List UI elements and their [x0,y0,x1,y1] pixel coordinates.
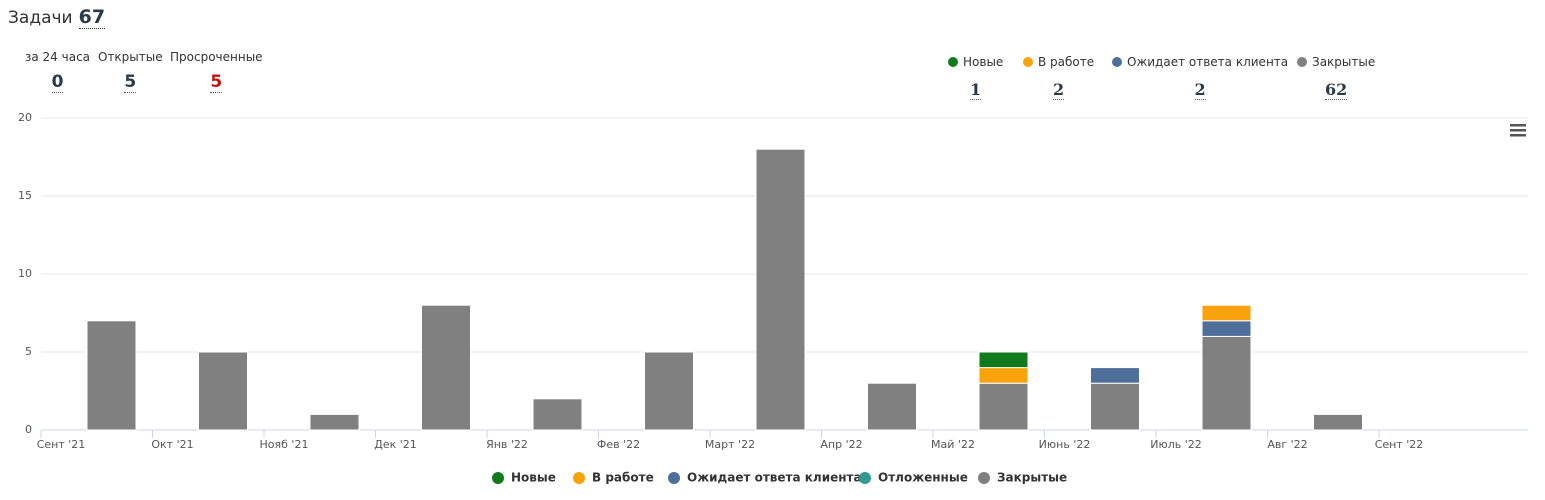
legend-marker [859,472,871,484]
x-tick-label: Фев '22 [597,438,640,451]
x-tick-label: Апр '22 [820,438,862,451]
bar-segment [1090,367,1140,384]
bar-segment [421,304,471,431]
header-total[interactable]: 67 [78,6,106,29]
menu-icon[interactable] [1510,124,1526,137]
bar-segment [978,382,1029,431]
bar-segment [978,351,1029,369]
stat-value[interactable]: 5 [210,72,223,93]
header-title: Задачи [8,8,73,28]
status-value[interactable]: 2 [1053,80,1065,100]
y-tick-label: 15 [18,189,32,202]
status-item: Ожидает ответа клиента 2 [1112,55,1289,100]
status-dot [948,57,958,67]
stat-label: Просроченные [170,50,263,64]
stat: Просроченные 5 [170,50,263,93]
bar-segment [309,413,360,431]
status-label: Закрытые [1312,55,1376,69]
status-dot [1023,57,1033,67]
legend-label: В работе [592,471,654,485]
legend-marker [668,472,680,484]
x-tick-label: Июль '22 [1150,438,1202,451]
x-tick-label: Дек '21 [374,438,417,451]
status-label: Ожидает ответа клиента [1127,55,1289,69]
legend-marker [573,472,585,484]
x-tick-label: Сент '22 [1375,438,1424,451]
legend-label: Отложенные [878,471,968,485]
stat-label: за 24 часа [25,50,91,64]
x-tick-label: Март '22 [705,438,755,451]
y-tick-label: 5 [25,345,32,358]
y-tick-label: 20 [18,111,32,124]
legend-label: Новые [511,471,556,485]
stat: за 24 часа 0 [25,50,90,93]
stat-label: Открытые [98,50,163,64]
x-tick-label: Июнь '22 [1039,438,1091,451]
status-item: Новые 1 [948,55,1004,100]
x-tick-label: Нояб '21 [260,438,309,451]
y-tick-label: 10 [18,267,32,280]
bar-segment [532,398,583,431]
stat-value[interactable]: 5 [124,72,137,93]
bar-segment [1201,320,1252,337]
stat: Открытые 5 [98,50,163,93]
status-value[interactable]: 2 [1194,80,1206,100]
x-tick-label: Сент '21 [37,438,86,451]
stat-value[interactable]: 0 [51,72,64,93]
status-dot [1112,57,1122,67]
legend-label: Закрытые [997,471,1067,485]
status-value[interactable]: 62 [1325,80,1348,100]
bar-segment [86,320,137,431]
bar-segment [755,148,806,431]
bar-segment [867,382,917,431]
x-tick-label: Окт '21 [151,438,193,451]
bar-segment [1313,413,1363,431]
x-tick-label: Авг '22 [1267,438,1307,451]
status-dot [1297,57,1307,67]
legend-label: Ожидает ответа клиента [687,471,862,485]
status-item: В работе 2 [1023,55,1095,100]
bar-segment [198,351,248,431]
bar-segment [1201,335,1252,431]
x-tick-label: Янв '22 [486,438,528,451]
status-value[interactable]: 1 [970,80,982,100]
status-label: В работе [1038,55,1095,69]
y-tick-label: 0 [25,423,32,436]
status-item: Закрытые 62 [1297,55,1376,100]
bar-segment [1090,382,1140,431]
legend-marker [978,472,990,484]
status-label: Новые [963,55,1004,69]
bar-segment [1201,304,1252,322]
bar-segment [644,351,694,431]
x-tick-label: Май '22 [931,438,975,451]
bar-segment [978,367,1029,384]
legend-marker [492,472,504,484]
header: Задачи 67 [8,6,106,29]
